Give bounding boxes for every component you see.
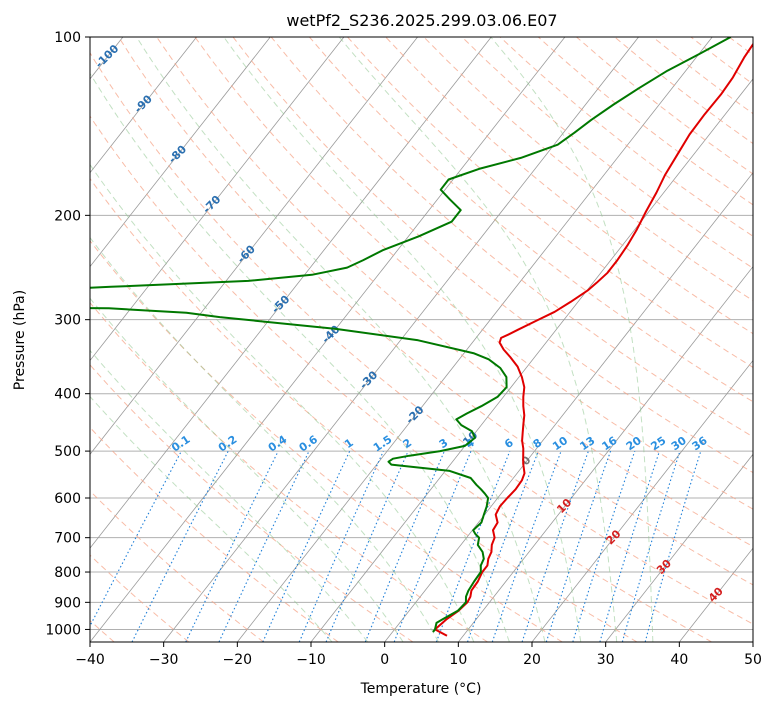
y-tick-label: 700 xyxy=(54,531,81,547)
y-axis-label: Pressure (hPa) xyxy=(12,290,28,390)
moist-adiabat-35 xyxy=(490,37,654,642)
dry-adiabat-50 xyxy=(90,51,753,625)
moist-adiabat-lines xyxy=(90,37,654,642)
profile-series xyxy=(90,37,753,637)
x-tick-label: 10 xyxy=(449,652,467,668)
y-tick-label: 300 xyxy=(54,313,81,329)
dry-adiabat-lines xyxy=(90,37,753,642)
mixing-ratio-line-8 xyxy=(466,450,539,642)
dry-adiabat--30 xyxy=(90,554,190,642)
mixing-ratio-line-25 xyxy=(599,450,661,642)
isotherm--90 xyxy=(90,37,197,174)
y-axis-ticks: 100 200 300 400 500 600 700 800 900 1000 xyxy=(45,30,90,638)
isotherm--50 xyxy=(90,37,492,549)
isotherm--40 xyxy=(90,37,566,642)
mixing-ratio-line-13 xyxy=(521,450,589,642)
dry-adiabat-100 xyxy=(270,37,753,438)
moist-adiabat-0 xyxy=(90,297,404,642)
mixing-ratio-line-30 xyxy=(621,450,681,642)
isotherm-10 xyxy=(458,265,753,642)
x-tick-label: 50 xyxy=(744,652,762,668)
y-tick-label: 200 xyxy=(54,208,81,224)
dry-adiabat-20 xyxy=(90,239,563,642)
y-tick-label: 400 xyxy=(54,387,81,403)
x-tick-label: −10 xyxy=(296,652,326,668)
plot-frame xyxy=(89,36,754,643)
x-tick-label: 40 xyxy=(670,652,688,668)
dry-adiabat-110 xyxy=(309,37,753,403)
dry-adiabat-80 xyxy=(194,37,753,510)
dry-adiabat-70 xyxy=(156,37,753,548)
x-tick-label: 30 xyxy=(597,652,615,668)
x-tick-label: 20 xyxy=(523,652,541,668)
mixing-ratio-line-0.2 xyxy=(131,450,229,642)
isobar-gridlines xyxy=(90,37,753,630)
isotherm--30 xyxy=(163,37,639,642)
temperature-profile xyxy=(434,42,753,637)
y-tick-label: 500 xyxy=(54,444,81,460)
isotherm-30 xyxy=(605,453,753,642)
dry-adiabat-140 xyxy=(423,37,753,302)
moist-adiabat--5 xyxy=(90,349,369,642)
isotherm-lines xyxy=(90,37,753,642)
chart-title: wetPf2_S236.2025.299.03.06.E07 xyxy=(286,11,557,31)
y-tick-label: 900 xyxy=(54,595,81,611)
y-tick-label: 600 xyxy=(54,491,81,507)
mixing-ratio-line-1.5 xyxy=(298,450,384,642)
dry-adiabat-60 xyxy=(118,37,753,586)
isotherm--60 xyxy=(90,37,418,455)
x-axis-label: Temperature (°C) xyxy=(360,681,482,697)
x-tick-label: −20 xyxy=(223,652,253,668)
isotherm--70 xyxy=(90,37,345,362)
mixing-ratio-line-36 xyxy=(644,450,702,642)
isotherm-20 xyxy=(531,359,753,642)
isotherm--80 xyxy=(90,37,271,268)
x-tick-label: 0 xyxy=(380,652,389,668)
moist-adiabat-15 xyxy=(90,72,510,642)
isotherm--20 xyxy=(237,37,713,642)
dry-adiabat-0 xyxy=(90,364,414,642)
y-tick-label: 1000 xyxy=(45,622,81,638)
dry-adiabat--10 xyxy=(90,426,339,642)
mixing-ratio-line-10 xyxy=(491,450,562,642)
isotherm--10 xyxy=(310,78,753,642)
mixing-ratio-line-20 xyxy=(572,450,636,642)
mixing-ratio-line-4 xyxy=(393,450,472,642)
x-tick-label: −40 xyxy=(75,652,105,668)
moist-adiabat-30 xyxy=(338,37,618,642)
x-axis-ticks: −40 −30 −20 −10 0 10 20 30 40 50 xyxy=(75,642,762,668)
x-tick-label: −30 xyxy=(149,652,179,668)
mixing-ratio-lines xyxy=(90,450,702,642)
dry-adiabat-30 xyxy=(90,177,638,642)
mixing-ratio-line-16 xyxy=(545,450,612,642)
dry-adiabat-90 xyxy=(232,37,753,474)
dewpoint-profile xyxy=(90,37,732,633)
plot-area: -100-90-80-70-60-50-40-30-20-10010203040… xyxy=(90,37,753,642)
moist-adiabat-20 xyxy=(136,37,546,642)
moist-adiabat-5 xyxy=(90,236,439,642)
moist-adiabat-10 xyxy=(90,163,475,642)
y-tick-label: 800 xyxy=(54,565,81,581)
moist-adiabat-25 xyxy=(223,37,582,642)
mixing-ratio-line-2 xyxy=(325,450,409,642)
isotherm-0 xyxy=(384,172,753,642)
y-tick-label: 100 xyxy=(54,30,81,46)
mixing-ratio-line-3 xyxy=(364,450,445,642)
dry-adiabat-10 xyxy=(90,301,488,642)
